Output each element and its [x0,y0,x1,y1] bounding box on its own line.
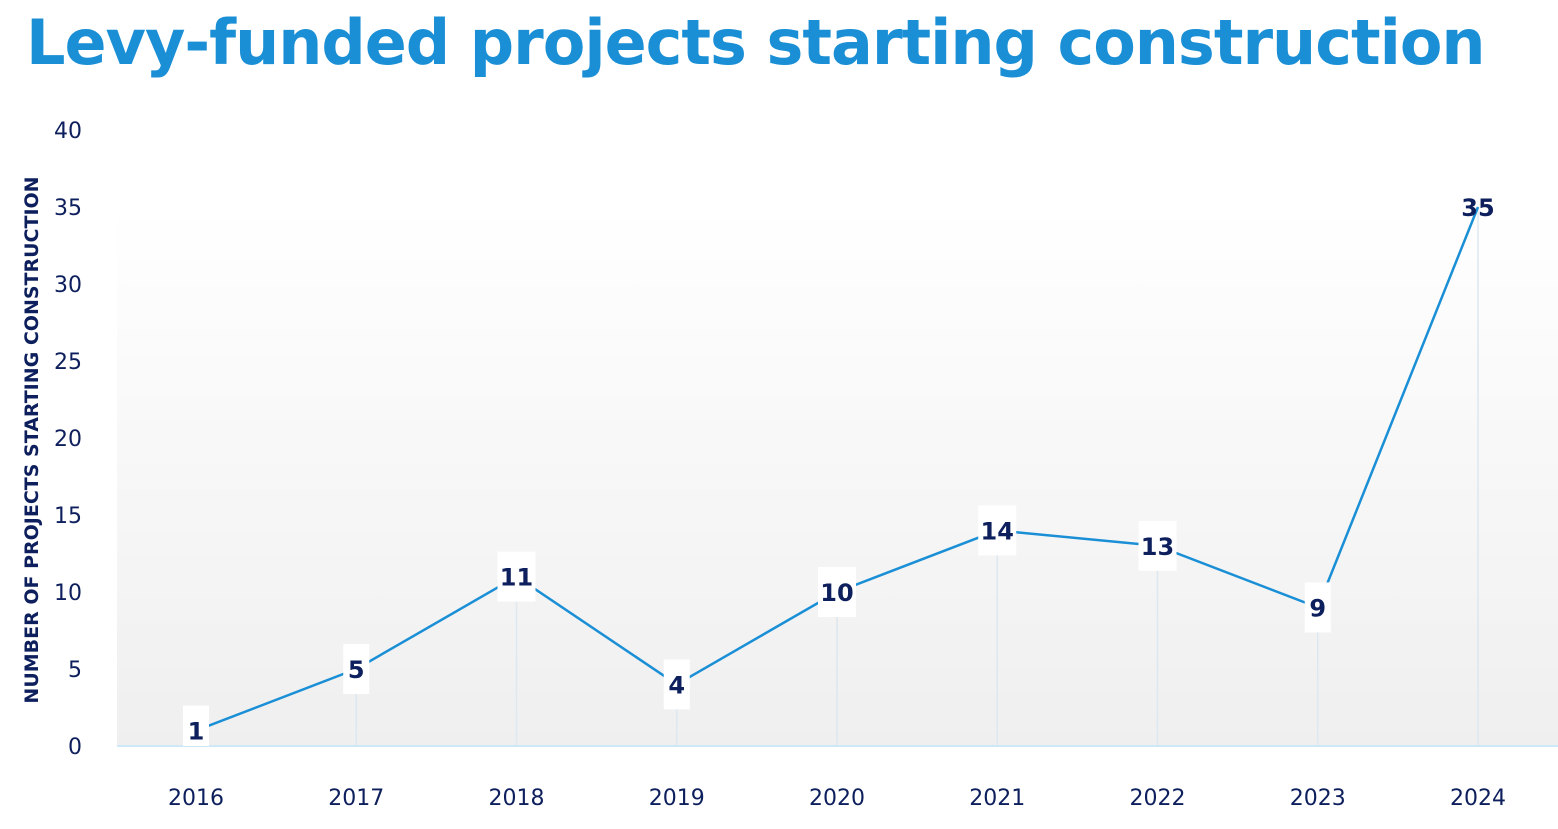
data-label: 11 [500,564,533,592]
data-label: 9 [1309,594,1326,622]
data-label: 4 [668,671,685,699]
data-label-box [663,659,690,710]
data-label: 1 [188,718,205,746]
data-label-box [818,567,856,617]
y-tick-label: 40 [54,119,82,144]
y-tick-label: 30 [54,273,82,298]
data-label-box [1304,582,1331,633]
data-label-box [1138,520,1177,571]
data-label: 35 [1461,194,1494,222]
x-tick-label: 2023 [1290,786,1346,811]
y-tick-label: 20 [54,427,82,452]
data-label: 10 [820,579,853,607]
x-tick-label: 2016 [168,786,224,811]
data-label-box [183,705,209,746]
x-tick-label: 2022 [1130,786,1186,811]
y-tick-label: 10 [54,581,82,606]
y-tick-label: 25 [54,350,82,375]
data-label-box [343,644,370,694]
x-tick-label: 2018 [489,786,545,811]
data-label: 13 [1141,533,1174,561]
y-tick-label: 5 [68,658,82,683]
y-tick-label: 35 [54,196,82,221]
data-label-box [497,551,536,602]
x-tick-label: 2017 [328,786,384,811]
chart-title: Levy-funded projects starting constructi… [26,6,1486,79]
y-tick-label: 0 [68,735,82,760]
data-label: 14 [981,517,1014,545]
y-tick-label: 15 [54,504,82,529]
data-label: 5 [348,656,365,684]
x-tick-label: 2020 [809,786,865,811]
x-tick-label: 2024 [1450,786,1506,811]
x-tick-label: 2019 [649,786,705,811]
data-label-box [978,505,1017,556]
x-tick-label: 2021 [969,786,1025,811]
